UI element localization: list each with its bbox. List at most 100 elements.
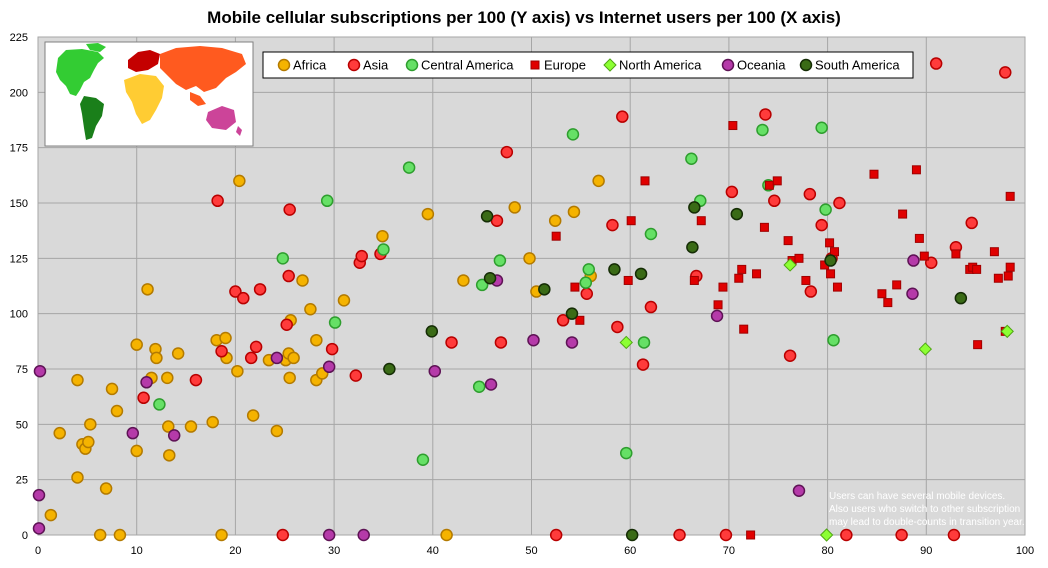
point-europe (1003, 271, 1013, 281)
legend-item-south-america: South America (799, 58, 900, 73)
point-asia (803, 187, 817, 201)
point-central-america (377, 243, 390, 256)
point-central-america (416, 453, 430, 466)
point-central-america (637, 336, 651, 349)
legend-item-central-america: Central America (405, 58, 514, 73)
point-africa (44, 508, 58, 522)
point-asia (947, 528, 961, 542)
point-asia (215, 345, 228, 358)
x-tick-label: 70 (723, 545, 735, 557)
legend-marker-north-america (603, 58, 617, 72)
series-central-america (153, 121, 840, 466)
point-africa (206, 415, 219, 429)
point-europe (993, 273, 1003, 283)
point-europe (869, 169, 879, 179)
point-oceania (32, 488, 46, 502)
x-tick-label: 60 (624, 545, 636, 557)
point-oceania (907, 254, 920, 267)
point-africa (246, 409, 260, 422)
point-north-america (819, 528, 834, 542)
y-tick-label: 200 (10, 87, 28, 99)
legend-label-africa: Africa (293, 58, 327, 73)
point-europe (972, 264, 982, 274)
point-asia (237, 291, 250, 305)
point-africa (440, 528, 453, 542)
legend-marker-south-america (799, 58, 813, 72)
point-africa (162, 420, 175, 433)
point-africa (219, 331, 232, 345)
point-oceania (322, 360, 336, 374)
point-europe (713, 300, 723, 310)
point-europe (772, 176, 782, 186)
x-tick-label: 20 (229, 545, 241, 557)
point-central-america (472, 380, 486, 393)
point-europe (832, 282, 842, 292)
point-oceania (792, 484, 806, 497)
point-asia (815, 218, 828, 232)
point-asia (229, 285, 242, 298)
y-tick-label: 125 (10, 253, 28, 265)
y-tick-label: 150 (10, 198, 28, 210)
legend-marker-oceania (721, 58, 735, 72)
x-tick-label: 100 (1016, 545, 1034, 557)
point-europe (794, 253, 804, 263)
point-asia (783, 349, 797, 362)
point-asia (189, 373, 203, 387)
point-africa (508, 201, 521, 214)
point-north-america (619, 335, 633, 350)
point-north-america (918, 342, 933, 356)
point-europe (728, 121, 738, 131)
point-asia (355, 249, 368, 263)
x-tick-label: 0 (35, 545, 41, 557)
point-africa (283, 371, 296, 385)
point-south-america (686, 241, 699, 254)
point-oceania (565, 336, 579, 349)
point-asia (759, 108, 772, 121)
note-line-3: may lead to double-counts in transition … (829, 517, 1025, 528)
legend-marker-europe (530, 60, 540, 70)
point-south-america (824, 254, 837, 267)
point-europe (570, 282, 580, 292)
point-africa (304, 302, 317, 316)
series-north-america (619, 258, 1014, 542)
point-europe (1005, 262, 1015, 272)
point-africa (215, 528, 228, 542)
note-line-2: Also users who switch to other subscript… (829, 504, 1020, 515)
point-oceania (167, 429, 181, 442)
x-tick-label: 30 (328, 545, 340, 557)
point-europe (898, 209, 908, 219)
point-africa (82, 435, 95, 449)
point-central-america (827, 333, 840, 347)
point-africa (163, 449, 176, 462)
legend-item-oceania: Oceania (721, 58, 786, 73)
legend-item-asia: Asia (347, 58, 389, 73)
series-oceania (32, 254, 920, 542)
point-africa (310, 333, 323, 347)
point-asia (280, 318, 293, 331)
point-south-america (730, 207, 744, 221)
note: Users can have several mobile devices. A… (829, 491, 1025, 528)
point-europe (830, 247, 840, 257)
point-oceania (140, 376, 153, 389)
point-africa (231, 364, 244, 378)
point-asia (611, 320, 624, 334)
point-asia (965, 216, 978, 230)
point-south-america (480, 210, 494, 223)
series-africa (44, 174, 605, 542)
data-points (32, 57, 1015, 542)
point-central-america (815, 121, 828, 134)
point-africa (184, 420, 198, 433)
grid (38, 37, 1025, 535)
point-asia (494, 336, 508, 349)
point-asia (895, 528, 908, 542)
point-central-america (620, 446, 633, 460)
point-central-america (582, 263, 595, 276)
point-asia (673, 528, 686, 542)
point-asia (999, 66, 1012, 79)
legend-label-oceania: Oceania (737, 58, 786, 73)
point-africa (71, 471, 84, 484)
point-europe (1005, 191, 1015, 201)
y-tick-label: 50 (16, 419, 28, 431)
legend-label-asia: Asia (363, 58, 389, 73)
point-asia (253, 283, 267, 296)
